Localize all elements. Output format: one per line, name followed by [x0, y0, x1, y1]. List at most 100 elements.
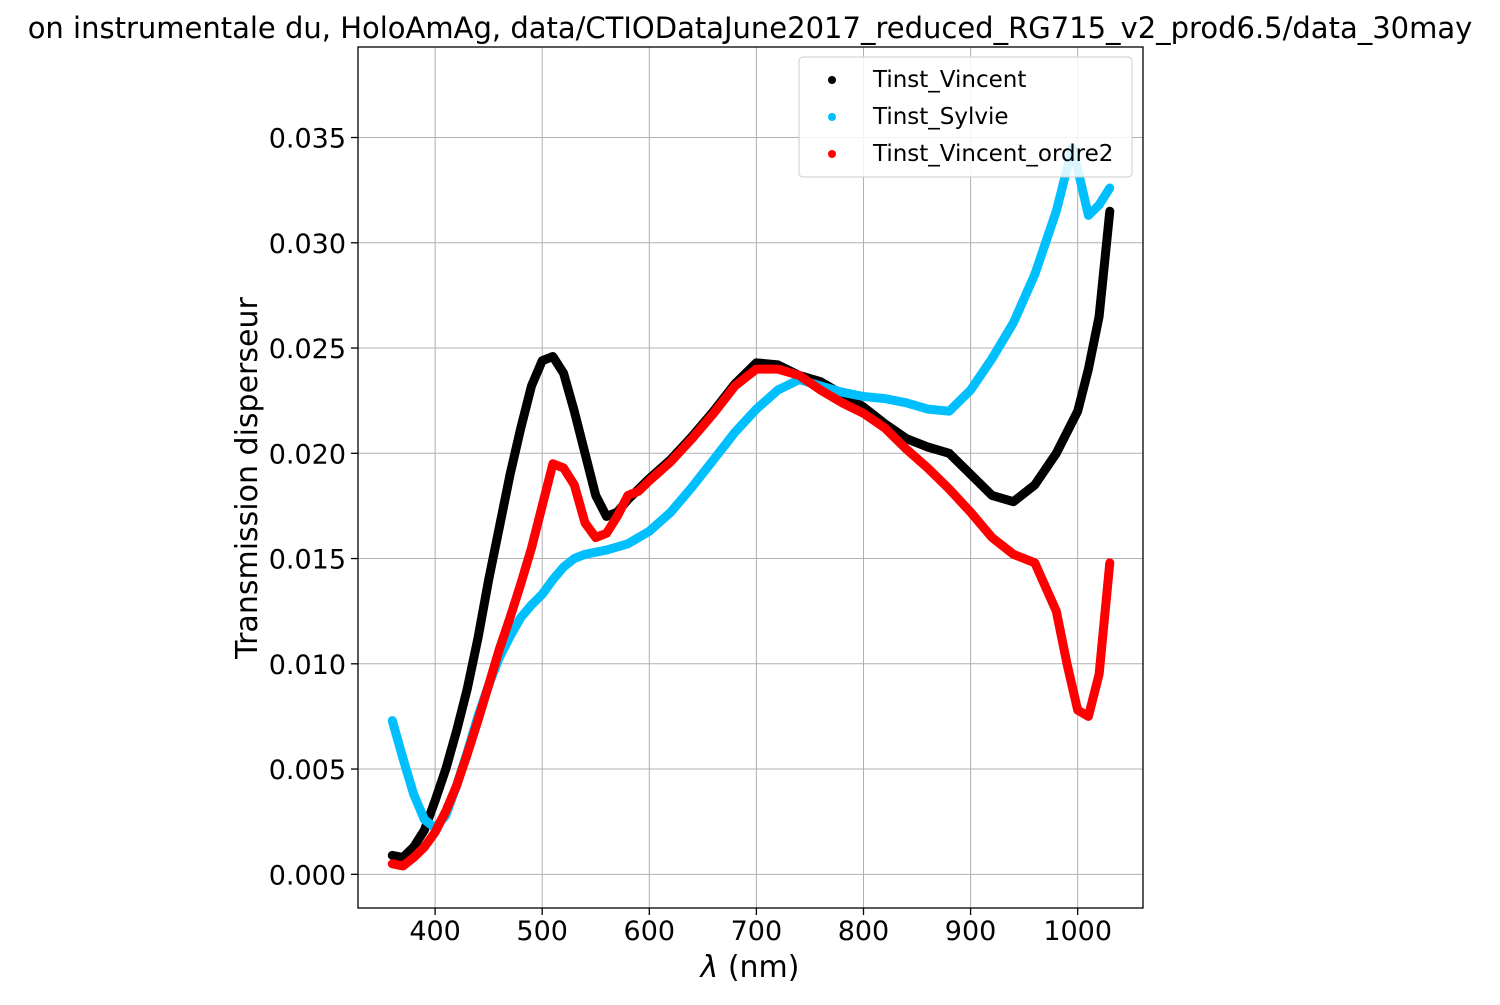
legend-entries: Tinst_Vincent Tinst_Sylvie Tinst_Vincent_o… — [828, 67, 1113, 167]
data-point — [452, 781, 461, 790]
data-point — [484, 575, 493, 584]
data-point — [709, 455, 718, 464]
data-point — [548, 352, 557, 361]
series-tinst-vincent — [387, 206, 1115, 862]
data-point — [1095, 312, 1104, 321]
x-axis-symbol: λ — [699, 950, 719, 985]
data-point — [1105, 184, 1114, 192]
chart-title: on instrumentale du, HoloAmAg, data/CTIO… — [28, 11, 1473, 45]
data-point — [688, 434, 697, 443]
data-point — [902, 398, 911, 407]
data-point — [988, 491, 996, 500]
data-point — [773, 386, 782, 395]
data-point — [902, 445, 911, 454]
data-point — [538, 501, 547, 510]
legend-label: Tinst_Vincent — [872, 67, 1026, 93]
series-band — [387, 364, 1115, 871]
series-tinst-sylvie — [387, 143, 1115, 833]
data-point — [559, 369, 568, 378]
data-point — [420, 826, 429, 835]
data-point — [1030, 480, 1039, 489]
x-axis-label: λ (nm) — [699, 950, 800, 985]
data-point — [859, 409, 868, 418]
data-point — [431, 828, 440, 837]
x-axis-spacer — [718, 950, 728, 985]
y-tick-label: 0.030 — [269, 229, 346, 260]
data-point — [902, 434, 911, 443]
data-point — [1095, 200, 1104, 209]
data-point — [988, 533, 996, 542]
data-point — [463, 685, 472, 694]
data-point — [559, 464, 568, 472]
data-point — [1105, 207, 1114, 216]
data-point — [473, 716, 482, 725]
data-point — [581, 550, 589, 559]
data-point — [495, 645, 504, 654]
data-point — [1052, 449, 1061, 458]
data-point — [1030, 270, 1039, 279]
data-point — [1009, 497, 1018, 506]
data-point — [666, 508, 675, 517]
y-axis-label: Transmission disperseur — [230, 297, 265, 660]
data-point — [602, 529, 611, 538]
data-point — [945, 449, 954, 458]
legend: Tinst_Vincent Tinst_Sylvie Tinst_Vincent_o… — [798, 56, 1133, 178]
data-point — [795, 371, 804, 380]
data-point — [945, 485, 954, 494]
data-point — [591, 491, 600, 500]
data-point — [1030, 558, 1039, 567]
data-point — [388, 716, 397, 725]
data-point — [752, 405, 761, 414]
data-point — [602, 546, 611, 555]
x-tick-label: 1000 — [1043, 916, 1112, 947]
data-point — [645, 527, 654, 536]
data-point — [838, 398, 847, 407]
y-tick-label: 0.010 — [269, 650, 346, 681]
series-layer — [387, 143, 1115, 871]
data-point — [516, 579, 525, 588]
data-point — [399, 754, 407, 763]
data-point — [1063, 659, 1071, 668]
data-point — [484, 680, 493, 689]
data-point — [538, 356, 547, 365]
data-point — [988, 354, 996, 363]
data-point — [1073, 706, 1082, 715]
data-point — [420, 815, 429, 824]
data-point — [409, 790, 418, 799]
legend-label: Tinst_Vincent_ordre2 — [872, 141, 1113, 167]
data-point — [645, 476, 654, 485]
data-point — [559, 563, 568, 571]
legend-label: Tinst_Sylvie — [872, 104, 1009, 130]
x-tick-label: 600 — [624, 916, 676, 947]
data-point — [441, 807, 450, 816]
data-point — [591, 533, 600, 542]
data-point — [923, 405, 932, 414]
data-point — [527, 600, 536, 609]
data-point — [731, 381, 739, 390]
data-point — [1052, 607, 1061, 616]
y-tick-label: 0.025 — [269, 334, 346, 365]
data-point — [923, 464, 932, 472]
data-point — [388, 851, 397, 860]
x-tick-label: 500 — [516, 916, 568, 947]
data-point — [859, 392, 868, 401]
data-point — [623, 491, 632, 500]
data-point — [591, 548, 600, 557]
data-point — [966, 470, 975, 479]
y-tick-label: 0.000 — [269, 860, 346, 891]
data-point — [506, 613, 515, 622]
x-axis-unit: (nm) — [728, 950, 800, 985]
data-point — [816, 386, 825, 395]
data-point — [399, 861, 407, 870]
data-point — [570, 480, 579, 489]
y-tick-label: 0.035 — [269, 124, 346, 155]
data-point — [527, 544, 536, 552]
y-tick-label: 0.005 — [269, 755, 346, 786]
data-point — [709, 409, 718, 418]
data-point — [581, 518, 589, 527]
data-point — [1084, 211, 1093, 220]
legend-box — [798, 56, 1133, 178]
data-point — [409, 843, 418, 851]
data-point — [613, 512, 622, 521]
